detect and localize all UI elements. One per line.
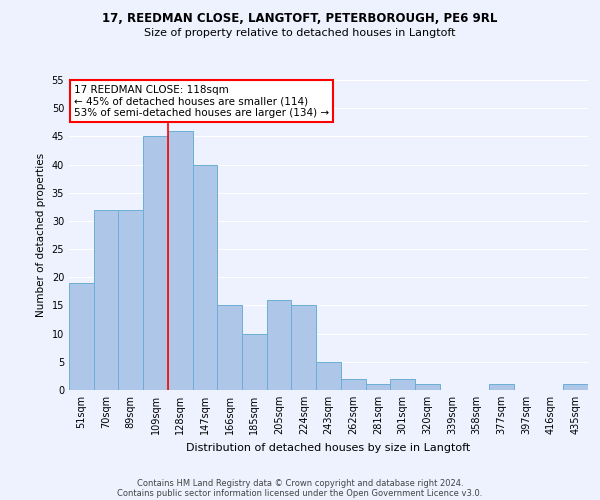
Bar [143, 136, 168, 390]
Text: Size of property relative to detached houses in Langtoft: Size of property relative to detached ho… [144, 28, 456, 38]
Text: 17, REEDMAN CLOSE, LANGTOFT, PETERBOROUGH, PE6 9RL: 17, REEDMAN CLOSE, LANGTOFT, PETERBOROUG… [103, 12, 497, 26]
Bar [341, 378, 365, 390]
Bar [316, 362, 341, 390]
Y-axis label: Number of detached properties: Number of detached properties [36, 153, 46, 317]
Bar [489, 384, 514, 390]
Text: 17 REEDMAN CLOSE: 118sqm
← 45% of detached houses are smaller (114)
53% of semi-: 17 REEDMAN CLOSE: 118sqm ← 45% of detach… [74, 84, 329, 118]
Bar [118, 210, 143, 390]
Bar [292, 306, 316, 390]
Bar [69, 283, 94, 390]
Bar [390, 378, 415, 390]
Bar [94, 210, 118, 390]
Bar [242, 334, 267, 390]
Bar [267, 300, 292, 390]
Bar [217, 306, 242, 390]
Bar [193, 164, 217, 390]
Bar [415, 384, 440, 390]
Text: Contains HM Land Registry data © Crown copyright and database right 2024.: Contains HM Land Registry data © Crown c… [137, 478, 463, 488]
X-axis label: Distribution of detached houses by size in Langtoft: Distribution of detached houses by size … [187, 442, 470, 452]
Bar [563, 384, 588, 390]
Bar [365, 384, 390, 390]
Text: Contains public sector information licensed under the Open Government Licence v3: Contains public sector information licen… [118, 488, 482, 498]
Bar [168, 130, 193, 390]
